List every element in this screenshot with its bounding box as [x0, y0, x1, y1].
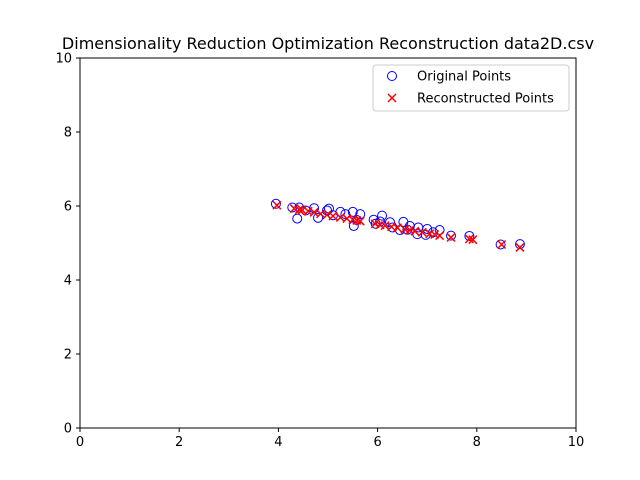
reconstructed-point: [294, 205, 304, 215]
reconstructed-point: [410, 226, 420, 236]
original-point: [292, 213, 303, 224]
plot-marks: [270, 198, 525, 252]
y-tick-label: 6: [64, 200, 72, 215]
x-tick-label: 4: [274, 435, 282, 450]
legend-reconstructed-marker: [387, 93, 397, 103]
reconstructed-point: [272, 200, 282, 210]
original-point: [514, 239, 525, 250]
x-tick-label: 2: [175, 435, 183, 450]
original-point: [495, 239, 506, 250]
y-tick-label: 2: [64, 348, 72, 363]
original-point: [464, 230, 475, 241]
x-tick-label: 6: [373, 435, 381, 450]
legend: Original Points Reconstructed Points: [372, 64, 570, 112]
original-point: [370, 218, 381, 229]
x-tick-label: 10: [568, 435, 585, 450]
original-point: [270, 198, 281, 209]
reconstructed-point: [417, 227, 427, 237]
original-point: [375, 216, 386, 227]
original-point: [385, 217, 395, 228]
y-tick-label: 10: [55, 52, 72, 67]
legend-original-marker: [387, 71, 397, 81]
reconstructed-point: [352, 215, 362, 225]
reconstructed-point: [355, 216, 365, 226]
original-point: [313, 212, 324, 223]
reconstructed-point: [464, 234, 474, 244]
reconstructed-point: [435, 231, 445, 241]
original-point: [340, 209, 351, 220]
original-point: [446, 230, 457, 241]
reconstructed-point: [515, 242, 525, 252]
legend-box: [372, 64, 570, 112]
y-tick-label: 8: [64, 126, 72, 141]
reconstructed-point: [446, 232, 456, 242]
reconstructed-point: [468, 235, 478, 245]
y-tick-label: 4: [64, 274, 72, 289]
reconstructed-point: [328, 211, 338, 221]
chart-title: Dimensionality Reduction Optimization Re…: [62, 34, 594, 53]
legend-original-label: Original Points: [417, 70, 511, 85]
x-tick-label: 8: [473, 435, 481, 450]
reconstructed-point: [392, 223, 402, 233]
plot-frame: [79, 57, 577, 429]
legend-reconstructed-label: Reconstructed Points: [417, 92, 554, 107]
axis-ticks: 0 2 4 6 8 10 0 2 4 6 8 10: [55, 52, 584, 451]
reconstructed-point: [497, 239, 507, 250]
y-tick-label: 0: [64, 422, 72, 437]
original-point: [422, 223, 433, 234]
original-point: [355, 209, 366, 220]
original-point: [377, 210, 388, 221]
x-tick-label: 0: [76, 435, 84, 450]
